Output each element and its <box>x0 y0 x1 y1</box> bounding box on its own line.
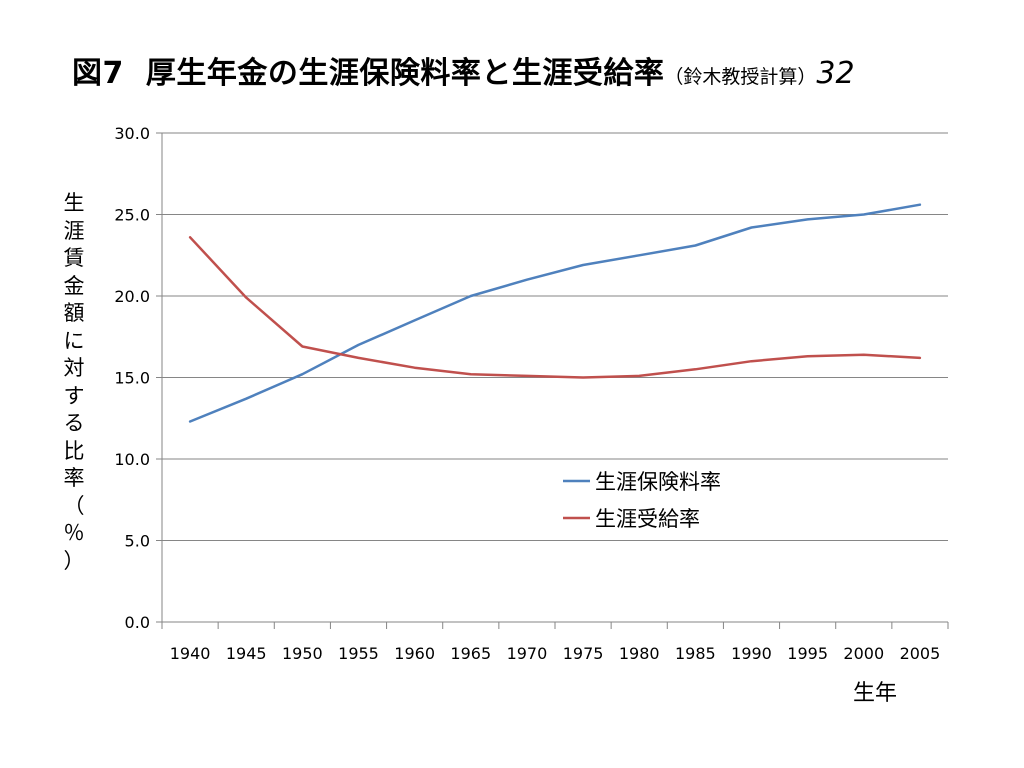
series-lines <box>188 203 922 423</box>
y-tick-labels: 0.0 5.0 10.0 15.0 20.0 25.0 30.0 <box>114 124 150 632</box>
y-axis-label-char: ） <box>63 548 85 573</box>
y-tick-label: 30.0 <box>114 124 150 143</box>
series-line-1 <box>188 203 922 423</box>
y-axis-label-char: す <box>63 383 85 408</box>
x-tick-label: 1965 <box>450 644 491 663</box>
title-note: （鈴木教授計算） <box>664 66 817 88</box>
page-number: 32 <box>816 56 855 91</box>
legend-label-1: 生涯保険料率 <box>595 470 721 494</box>
x-tick-label: 1955 <box>338 644 379 663</box>
x-tick-label: 1995 <box>787 644 828 663</box>
figure-number: 図7 <box>72 56 124 91</box>
x-tick-label: 1985 <box>675 644 716 663</box>
y-tick-label: 5.0 <box>125 532 150 551</box>
x-tick-label: 1940 <box>170 644 211 663</box>
title-main: 厚生年金の生涯保険料率と生涯受給率 <box>145 56 665 91</box>
x-tick-label: 1970 <box>507 644 548 663</box>
y-axis-label-char: 比 <box>63 438 85 463</box>
y-axis-label-char: に <box>63 328 85 353</box>
x-axis-label: 生年 <box>853 681 897 706</box>
y-axis-label-char: 生 <box>63 191 85 215</box>
y-axis-label-char: 涯 <box>63 218 85 243</box>
series-line-2 <box>188 236 922 379</box>
x-tick-labels: 1940 1945 1950 1955 1960 1965 1970 1975 1980 1985… <box>170 644 941 663</box>
x-tick-label: 1975 <box>563 644 604 663</box>
x-tick-label: 1950 <box>282 644 323 663</box>
y-axis-label-char: る <box>63 411 85 435</box>
x-tick-label: 1960 <box>394 644 435 663</box>
y-axis-label-char: 賃 <box>63 246 85 270</box>
x-tick-label: 1945 <box>226 644 267 663</box>
y-tick-label: 20.0 <box>114 287 150 306</box>
y-axis-label-char: 率 <box>63 466 85 490</box>
y-axis-label: 生涯賃金額に対する比率 （ ％ ） <box>60 190 88 575</box>
chart-title: 図7 厚生年金の生涯保険料率と生涯受給率（鈴木教授計算）32 <box>72 48 992 92</box>
axes <box>161 133 949 629</box>
x-tick-label: 2000 <box>843 644 884 663</box>
y-tick-label: 0.0 <box>125 613 150 632</box>
y-tick-label: 15.0 <box>114 369 150 388</box>
y-axis-label-char: 対 <box>63 356 85 380</box>
legend-label-2: 生涯受給率 <box>595 507 700 531</box>
x-tick-label: 1980 <box>619 644 660 663</box>
y-axis-label-char: ％ <box>63 521 85 545</box>
y-tick-label: 25.0 <box>114 206 150 225</box>
y-axis-label-char: 金 <box>63 273 85 298</box>
x-tick-label: 2005 <box>900 644 941 663</box>
y-axis-label-char: （ <box>63 493 85 518</box>
y-tick-label: 10.0 <box>114 450 150 469</box>
y-axis-label-char: 額 <box>63 301 85 325</box>
x-tick-label: 1990 <box>731 644 772 663</box>
